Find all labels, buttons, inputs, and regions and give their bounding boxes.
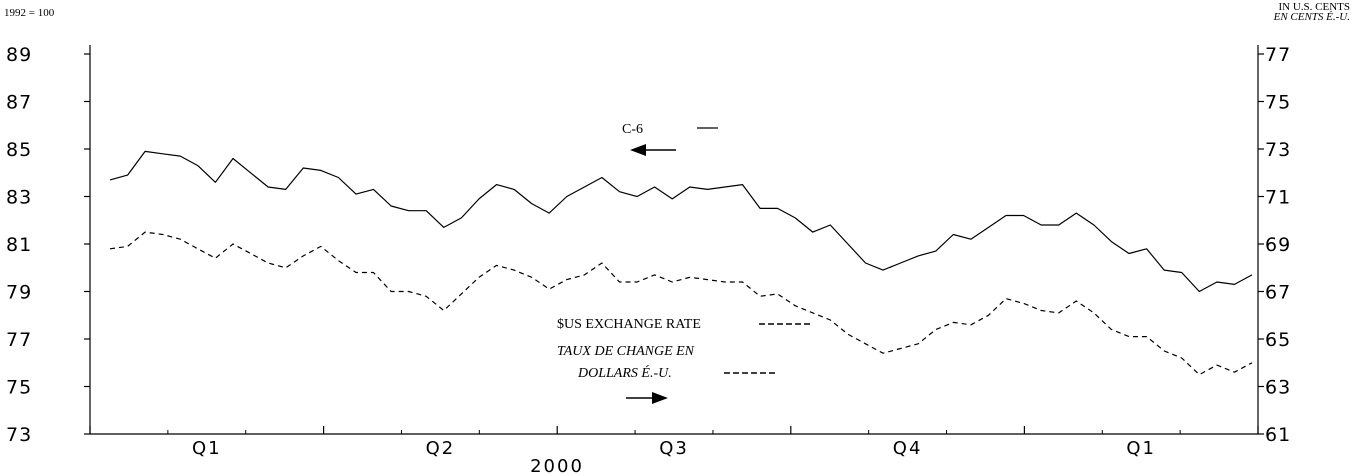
quarter-label: Q1 (192, 438, 222, 459)
right-axis-caption-fr: EN CENTS É.-U. (1273, 11, 1350, 23)
fx-legend-label-fr-1: TAUX DE CHANGE EN (557, 344, 695, 359)
right-tick-group: 77 75 73 71 69 67 65 63 61 (1258, 44, 1291, 446)
left-tick-label: 83 (6, 187, 32, 209)
x-tick-group (89, 426, 1259, 434)
left-tick-label: 89 (6, 44, 32, 66)
quarter-label: Q3 (659, 438, 689, 459)
right-tick-label: 69 (1265, 234, 1291, 256)
quarter-label: Q1 (1126, 438, 1156, 459)
right-tick-label: 65 (1265, 329, 1291, 351)
left-tick-label: 75 (6, 377, 32, 399)
left-tick-group: 89 87 85 83 81 79 77 75 73 (6, 44, 90, 446)
exchange-rate-series-line (109, 231, 1253, 376)
left-axis-caption: 1992 = 100 (4, 7, 55, 19)
quarter-label-group: Q1 Q2 Q3 Q4 Q1 (192, 438, 1156, 459)
quarter-label: Q2 (426, 438, 456, 459)
right-tick-label: 73 (1265, 139, 1291, 161)
left-tick-label: 85 (6, 139, 32, 161)
fx-legend-label-en: $US EXCHANGE RATE (557, 317, 701, 332)
right-tick-label: 61 (1265, 424, 1291, 446)
left-tick-label: 81 (6, 234, 32, 256)
quarter-label: Q4 (893, 438, 923, 459)
series-group (109, 150, 1253, 376)
left-tick-label: 77 (6, 329, 32, 351)
right-tick-label: 63 (1265, 377, 1291, 399)
c6-legend-label: C-6 (622, 122, 643, 137)
left-tick-label: 87 (6, 92, 32, 114)
right-axis-caption-en: IN U.S. CENTS (1278, 1, 1350, 13)
right-tick-label: 71 (1265, 187, 1291, 209)
left-tick-label: 79 (6, 282, 32, 304)
c6-series-line (109, 150, 1253, 293)
right-tick-label: 75 (1265, 92, 1291, 114)
right-arrow-icon (626, 392, 668, 404)
year-label: 2000 (530, 456, 584, 476)
left-tick-label: 73 (6, 424, 32, 446)
right-tick-label: 77 (1265, 44, 1291, 66)
right-tick-label: 67 (1265, 282, 1291, 304)
left-arrow-icon (630, 144, 676, 156)
fx-legend-label-fr-2: DOLLARS É.-U. (577, 364, 672, 381)
